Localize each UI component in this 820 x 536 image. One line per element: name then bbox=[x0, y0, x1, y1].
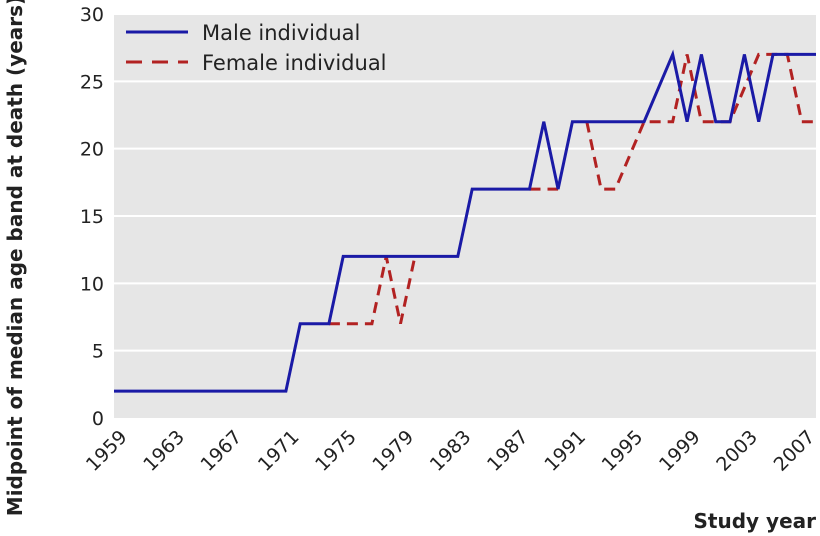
x-tick-label: 1971 bbox=[254, 426, 304, 476]
x-tick-label: 1987 bbox=[483, 426, 533, 476]
legend-label-female: Female individual bbox=[202, 51, 387, 75]
y-tick-label: 5 bbox=[92, 341, 104, 363]
y-tick-label: 0 bbox=[92, 408, 104, 430]
x-tick-label: 1991 bbox=[540, 426, 590, 476]
x-tick-label: 1999 bbox=[655, 426, 705, 476]
y-tick-labels: 0 5 10 15 20 25 30 bbox=[80, 4, 104, 430]
y-tick-label: 10 bbox=[80, 273, 104, 295]
x-tick-label: 1967 bbox=[197, 426, 247, 476]
x-tick-label: 1979 bbox=[368, 426, 418, 476]
x-tick-label: 1975 bbox=[311, 426, 361, 476]
x-tick-labels: 1959 1963 1967 1971 1975 1979 1983 1987 1991 1995… bbox=[82, 426, 819, 476]
y-tick-label: 20 bbox=[80, 139, 104, 161]
legend-label-male: Male individual bbox=[202, 21, 360, 45]
series-layer bbox=[114, 49, 816, 393]
y-tick-label: 30 bbox=[80, 4, 104, 26]
x-tick-label: 1963 bbox=[139, 426, 189, 476]
x-axis-title: Study year bbox=[694, 509, 817, 533]
x-tick-label: 1983 bbox=[426, 426, 476, 476]
legend: Male individual Female individual bbox=[126, 21, 387, 75]
x-tick-label: 1959 bbox=[82, 426, 132, 476]
x-tick-label: 2003 bbox=[712, 426, 762, 476]
y-tick-label: 15 bbox=[80, 206, 104, 228]
x-tick-label: 1995 bbox=[598, 426, 648, 476]
x-tick-label: 2007 bbox=[770, 426, 820, 476]
y-tick-label: 25 bbox=[80, 71, 104, 93]
y-axis-title: Midpoint of median age band at death (ye… bbox=[3, 0, 27, 516]
series-line-male bbox=[114, 49, 816, 393]
